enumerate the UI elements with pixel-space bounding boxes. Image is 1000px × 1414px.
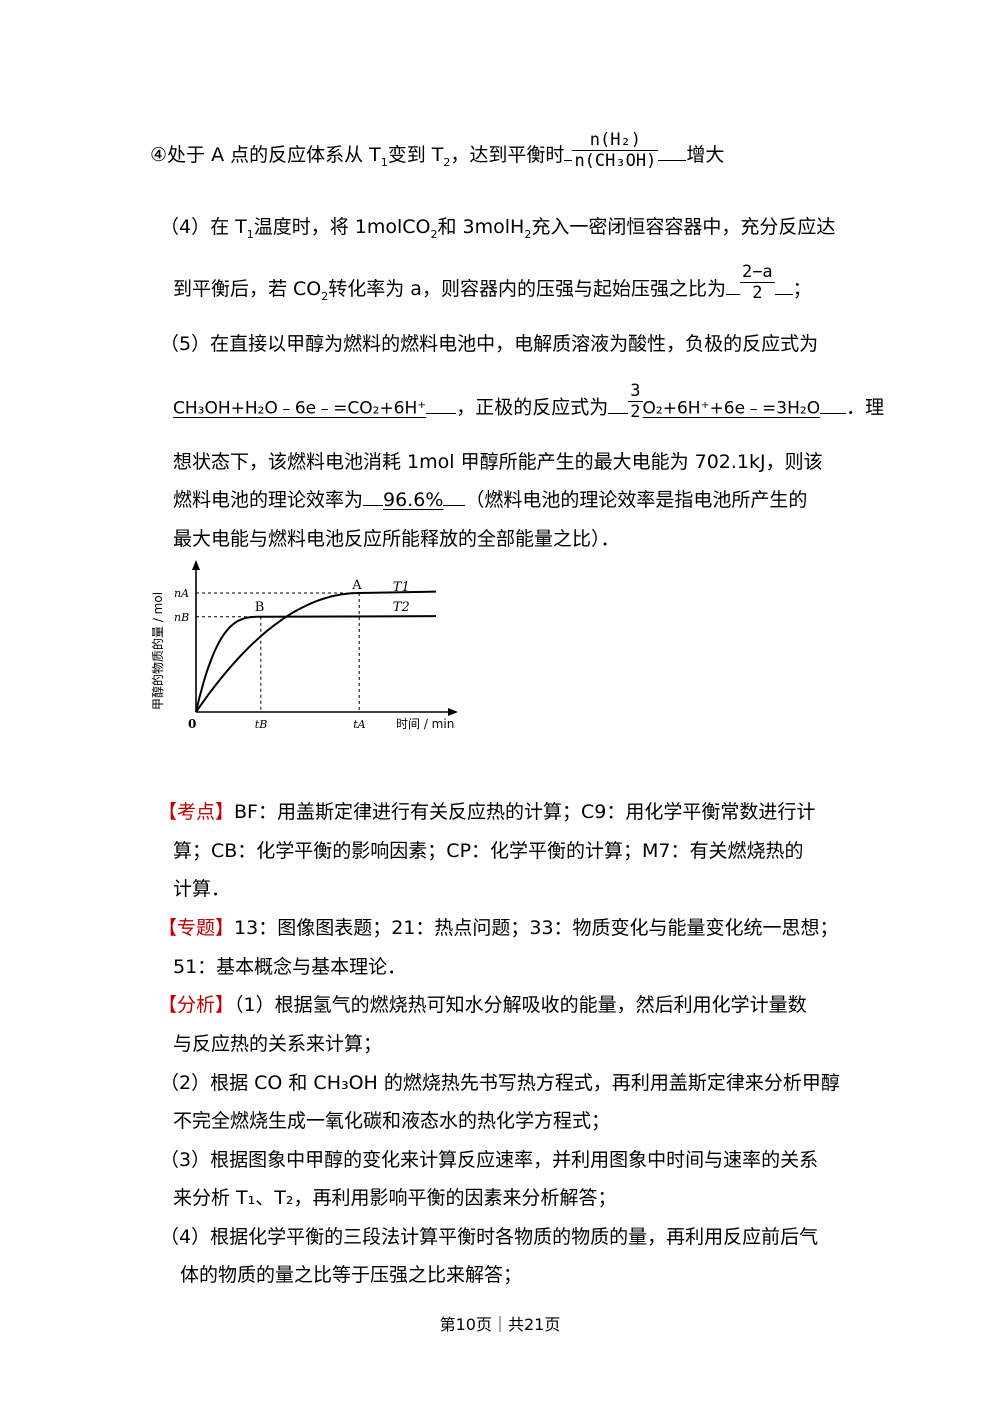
answer-blank bbox=[608, 412, 629, 414]
kaodian-tag: 【考点】 bbox=[158, 801, 235, 823]
text: （燃料电池的理论效率是指电池所产生的 bbox=[465, 489, 808, 511]
fraction-numerator: 3 bbox=[628, 381, 643, 402]
answer-blank bbox=[443, 505, 466, 506]
answer-blank bbox=[774, 294, 793, 295]
answer-blank bbox=[564, 160, 573, 161]
x-axis-label: 时间 / min bbox=[396, 717, 454, 731]
text: ，达到平衡时 bbox=[450, 144, 565, 166]
part-5-line-3: 想状态下，该燃料电池消耗 1mol 甲醇所能产生的最大电能为 702.1kJ，则… bbox=[173, 451, 823, 473]
subscript: 1 bbox=[246, 227, 254, 241]
fenxi-line-6: 来分析 T₁、T₂，再利用影响平衡的因素来分析解答； bbox=[173, 1187, 617, 1209]
subscript: 2 bbox=[430, 227, 438, 241]
kaodian-line-1: 【考点】BF：用盖斯定律进行有关反应热的计算；C9：用化学平衡常数进行计 bbox=[158, 800, 815, 824]
text: 燃料电池的理论效率为 bbox=[173, 489, 364, 511]
series-T2-line bbox=[195, 615, 437, 713]
subscript: 2 bbox=[443, 155, 451, 169]
part-5-line-2: CH₃OH+H₂O﹣6e﹣=CO₂+6H⁺ ，正极的反应式为 3 2 O₂+6H⁺+6e… bbox=[173, 381, 885, 422]
zhuanti-line-1: 【专题】13：图像图表题；21：热点问题；33：物质变化与能量变化统一思想； bbox=[158, 916, 839, 940]
text: 到平衡后，若 CO bbox=[173, 278, 322, 300]
fraction-numerator: 2−a bbox=[739, 262, 775, 283]
text: ．理 bbox=[846, 396, 885, 419]
text: 13：图像图表题；21：热点问题；33：物质变化与能量变化统一思想； bbox=[234, 917, 839, 939]
fenxi-line-4: 不完全燃烧生成一氧化碳和液态水的热化学方程式； bbox=[173, 1110, 611, 1132]
origin-label: 0 bbox=[188, 717, 196, 731]
fenxi-tag: 【分析】 bbox=[158, 994, 235, 1016]
text: 充入一密闭恒容容器中，充分反应达 bbox=[531, 216, 836, 238]
methanol-time-chart: A B T1 T2 nA nB tB tA 0 时间 / min 甲醇的物质的量 / mol bbox=[150, 560, 458, 731]
subscript: 2 bbox=[321, 289, 329, 303]
text: （4）在 T bbox=[160, 216, 247, 238]
fenxi-line-7: （4）根据化学平衡的三段法计算平衡时各物质的物质的量，再利用反应前后气 bbox=[160, 1226, 819, 1248]
pressure-ratio-fraction: 2−a 2 bbox=[739, 262, 775, 303]
text: ④处于 A 点的反应体系从 T bbox=[150, 144, 381, 166]
text: （1）根据氢气的燃烧热可知水分解吸收的能量，然后利用化学计量数 bbox=[234, 994, 807, 1016]
fenxi-line-5: （3）根据图象中甲醇的变化来计算反应速率，并利用图象中时间与速率的关系 bbox=[160, 1149, 819, 1171]
fraction-denominator: n(CH₃OH) bbox=[574, 151, 657, 171]
efficiency-answer: 96.6% bbox=[383, 489, 444, 511]
text: 温度时，将 1molCO bbox=[253, 216, 431, 238]
part-4-line-1: （4）在 T1温度时，将 1molCO2和 3molH2充入一密闭恒容容器中，充… bbox=[160, 215, 835, 247]
point-label-B: B bbox=[255, 600, 265, 615]
fraction-denominator: 2 bbox=[630, 402, 641, 422]
fraction-denominator: 2 bbox=[752, 283, 763, 303]
zhuanti-line-2: 51：基本概念与基本理论． bbox=[173, 956, 407, 978]
question-4-line: ④处于 A 点的反应体系从 T1变到 T2，达到平衡时 n(H₂) n(CH₃OH)… bbox=[150, 130, 725, 175]
y-axis-arrow bbox=[192, 560, 200, 570]
subscript: 1 bbox=[380, 155, 388, 169]
answer-blank bbox=[658, 160, 687, 161]
answer-blank bbox=[725, 294, 740, 295]
zhuanti-tag: 【专题】 bbox=[158, 917, 235, 939]
series-label-T1: T1 bbox=[393, 580, 410, 595]
page-footer: 第10页｜共21页 bbox=[439, 1315, 561, 1334]
subscript: 2 bbox=[524, 227, 532, 241]
fraction-h2-ch3oh: n(H₂) n(CH₃OH) bbox=[572, 130, 659, 171]
fenxi-line-3: （2）根据 CO 和 CH₃OH 的燃烧热先书写热方程式，再利用盖斯定律来分析甲… bbox=[160, 1072, 840, 1094]
fraction-numerator: n(H₂) bbox=[572, 130, 659, 151]
x-tick-tB: tB bbox=[255, 718, 268, 731]
cathode-equation: O₂+6H⁺+6e﹣=3H₂O bbox=[642, 398, 821, 419]
x-axis-arrow bbox=[448, 708, 458, 716]
answer-blank bbox=[426, 412, 457, 414]
part-5-line-1: （5）在直接以甲醇为燃料的燃料电池中，电解质溶液为酸性，负极的反应式为 bbox=[160, 333, 819, 355]
y-tick-nA: nA bbox=[174, 587, 189, 600]
y-axis-label: 甲醇的物质的量 / mol bbox=[150, 592, 165, 710]
fenxi-line-1: 【分析】（1）根据氢气的燃烧热可知水分解吸收的能量，然后利用化学计量数 bbox=[158, 993, 807, 1017]
text: ，正极的反应式为 bbox=[456, 396, 609, 419]
fenxi-line-8: 体的物质的量之比等于压强之比来解答； bbox=[180, 1264, 523, 1286]
text: ； bbox=[792, 278, 812, 300]
text: 和 3molH bbox=[437, 216, 525, 238]
text: BF：用盖斯定律进行有关反应热的计算；C9：用化学平衡常数进行计 bbox=[234, 801, 816, 823]
text: 变到 T bbox=[387, 144, 444, 166]
part-4-line-2: 到平衡后，若 CO2转化率为 a，则容器内的压强与起始压强之比为 2−a 2； bbox=[173, 262, 812, 309]
kaodian-line-2: 算；CB：化学平衡的影响因素；CP：化学平衡的计算；M7：有关燃烧热的 bbox=[173, 840, 804, 862]
answer-text: 增大 bbox=[686, 144, 725, 166]
answer-blank bbox=[363, 505, 384, 506]
part-5-line-4: 燃料电池的理论效率为 96.6% （燃料电池的理论效率是指电池所产生的 bbox=[173, 488, 807, 512]
text: 转化率为 a，则容器内的压强与起始压强之比为 bbox=[328, 278, 726, 300]
point-label-A: A bbox=[351, 578, 362, 593]
part-5-line-5: 最大电能与燃料电池反应所能释放的全部能量之比）． bbox=[173, 528, 620, 550]
y-tick-nB: nB bbox=[174, 611, 189, 624]
x-tick-tA: tA bbox=[353, 718, 365, 731]
series-label-T2: T2 bbox=[393, 600, 410, 615]
kaodian-line-3: 计算． bbox=[173, 878, 231, 900]
fenxi-line-2: 与反应热的关系来计算； bbox=[173, 1033, 383, 1055]
series-T1-line bbox=[195, 590, 437, 713]
answer-blank bbox=[820, 412, 847, 414]
anode-equation: CH₃OH+H₂O﹣6e﹣=CO₂+6H⁺ bbox=[173, 398, 427, 419]
